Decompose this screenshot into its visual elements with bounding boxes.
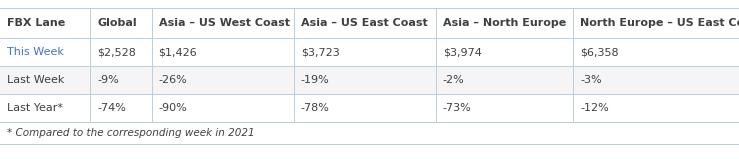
Text: -78%: -78% bbox=[301, 103, 330, 113]
Text: Last Week: Last Week bbox=[7, 75, 64, 85]
Text: * Compared to the corresponding week in 2021: * Compared to the corresponding week in … bbox=[7, 128, 255, 138]
Bar bbox=[90, 66, 151, 94]
Text: -3%: -3% bbox=[580, 75, 602, 85]
Bar bbox=[90, 38, 151, 66]
Text: North Europe – US East Coast: North Europe – US East Coast bbox=[580, 18, 739, 28]
Bar bbox=[436, 66, 573, 94]
Bar bbox=[151, 94, 293, 122]
Bar bbox=[90, 94, 151, 122]
Text: -12%: -12% bbox=[580, 103, 609, 113]
Text: $1,426: $1,426 bbox=[159, 47, 197, 57]
Text: $3,723: $3,723 bbox=[301, 47, 339, 57]
Text: $3,974: $3,974 bbox=[443, 47, 482, 57]
Bar bbox=[293, 66, 436, 94]
Bar bbox=[436, 94, 573, 122]
Bar bbox=[573, 66, 739, 94]
Text: -73%: -73% bbox=[443, 103, 471, 113]
Bar bbox=[293, 8, 436, 38]
Text: Asia – US East Coast: Asia – US East Coast bbox=[301, 18, 427, 28]
Bar bbox=[0, 38, 90, 66]
Bar bbox=[151, 66, 293, 94]
Text: Global: Global bbox=[97, 18, 137, 28]
Bar bbox=[573, 8, 739, 38]
Bar bbox=[151, 8, 293, 38]
Text: Asia – US West Coast: Asia – US West Coast bbox=[159, 18, 290, 28]
Text: -19%: -19% bbox=[301, 75, 330, 85]
Text: Last Year*: Last Year* bbox=[7, 103, 63, 113]
Bar bbox=[293, 38, 436, 66]
Bar bbox=[0, 66, 90, 94]
Bar bbox=[573, 94, 739, 122]
Bar bbox=[573, 38, 739, 66]
Text: -74%: -74% bbox=[97, 103, 126, 113]
Text: -26%: -26% bbox=[159, 75, 188, 85]
Text: -90%: -90% bbox=[159, 103, 188, 113]
Bar bbox=[293, 94, 436, 122]
Bar bbox=[0, 94, 90, 122]
Text: -2%: -2% bbox=[443, 75, 465, 85]
Bar bbox=[436, 8, 573, 38]
Bar bbox=[90, 8, 151, 38]
Bar bbox=[436, 38, 573, 66]
Bar bbox=[0, 8, 90, 38]
Text: $2,528: $2,528 bbox=[97, 47, 136, 57]
Text: Asia – North Europe: Asia – North Europe bbox=[443, 18, 566, 28]
Text: This Week: This Week bbox=[7, 47, 64, 57]
Text: FBX Lane: FBX Lane bbox=[7, 18, 65, 28]
Text: -9%: -9% bbox=[97, 75, 119, 85]
Bar bbox=[151, 38, 293, 66]
Text: $6,358: $6,358 bbox=[580, 47, 619, 57]
